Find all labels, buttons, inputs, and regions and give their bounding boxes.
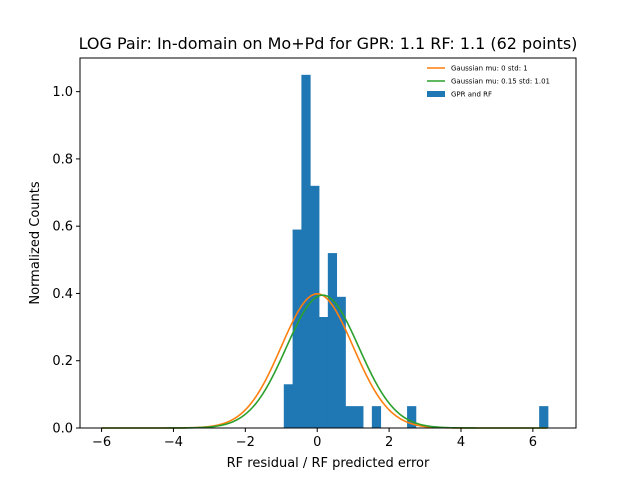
x-tick-label: 4 bbox=[457, 435, 465, 450]
x-tick-label: 6 bbox=[529, 435, 537, 450]
y-tick-label: 0.8 bbox=[52, 152, 73, 167]
histogram-bar-1 bbox=[292, 229, 302, 428]
histogram-bar-3 bbox=[310, 185, 320, 428]
x-tick-label: −6 bbox=[92, 435, 111, 450]
chart-title: LOG Pair: In-domain on Mo+Pd for GPR: 1.… bbox=[79, 34, 578, 53]
legend-label-1: Gaussian mu: 0.15 std: 1.01 bbox=[451, 78, 550, 86]
histogram-bars bbox=[283, 74, 549, 428]
x-tick-label: −2 bbox=[236, 435, 255, 450]
y-axis-ticks: 0.0 0.2 0.4 0.6 0.8 1.0 bbox=[52, 85, 80, 437]
y-axis-label: Normalized Counts bbox=[28, 181, 43, 304]
x-tick-label: 2 bbox=[385, 435, 393, 450]
legend-swatch-histogram bbox=[427, 91, 445, 97]
legend-label-histogram: GPR and RF bbox=[451, 91, 492, 99]
y-tick-label: 1.0 bbox=[52, 85, 73, 100]
y-tick-label: 0.4 bbox=[52, 287, 73, 302]
y-tick-label: 0.6 bbox=[52, 220, 73, 235]
histogram-bar-10 bbox=[407, 406, 417, 428]
x-tick-label: −4 bbox=[164, 435, 183, 450]
legend-label-0: Gaussian mu: 0 std: 1 bbox=[451, 65, 528, 73]
y-tick-label: 0.2 bbox=[52, 354, 73, 369]
x-axis-ticks: −6 −4 −2 0 2 4 6 bbox=[92, 428, 537, 450]
y-tick-label: 0.0 bbox=[52, 422, 73, 437]
histogram-bar-6 bbox=[336, 296, 346, 428]
histogram-bar-8 bbox=[354, 406, 364, 428]
plot-frame bbox=[79, 57, 577, 429]
x-tick-label: 0 bbox=[313, 435, 321, 450]
histogram-bar-5 bbox=[327, 253, 338, 428]
x-axis-label: RF residual / RF predicted error bbox=[227, 456, 430, 471]
histogram-bar-9 bbox=[371, 406, 382, 428]
histogram-bar-7 bbox=[345, 406, 355, 428]
histogram-bar-11 bbox=[539, 406, 549, 428]
legend: Gaussian mu: 0 std: 1 Gaussian mu: 0.15 s… bbox=[427, 65, 550, 99]
histogram-bar-4 bbox=[319, 317, 329, 428]
histogram-bar-0 bbox=[283, 384, 293, 428]
histogram-bar-2 bbox=[301, 74, 311, 428]
